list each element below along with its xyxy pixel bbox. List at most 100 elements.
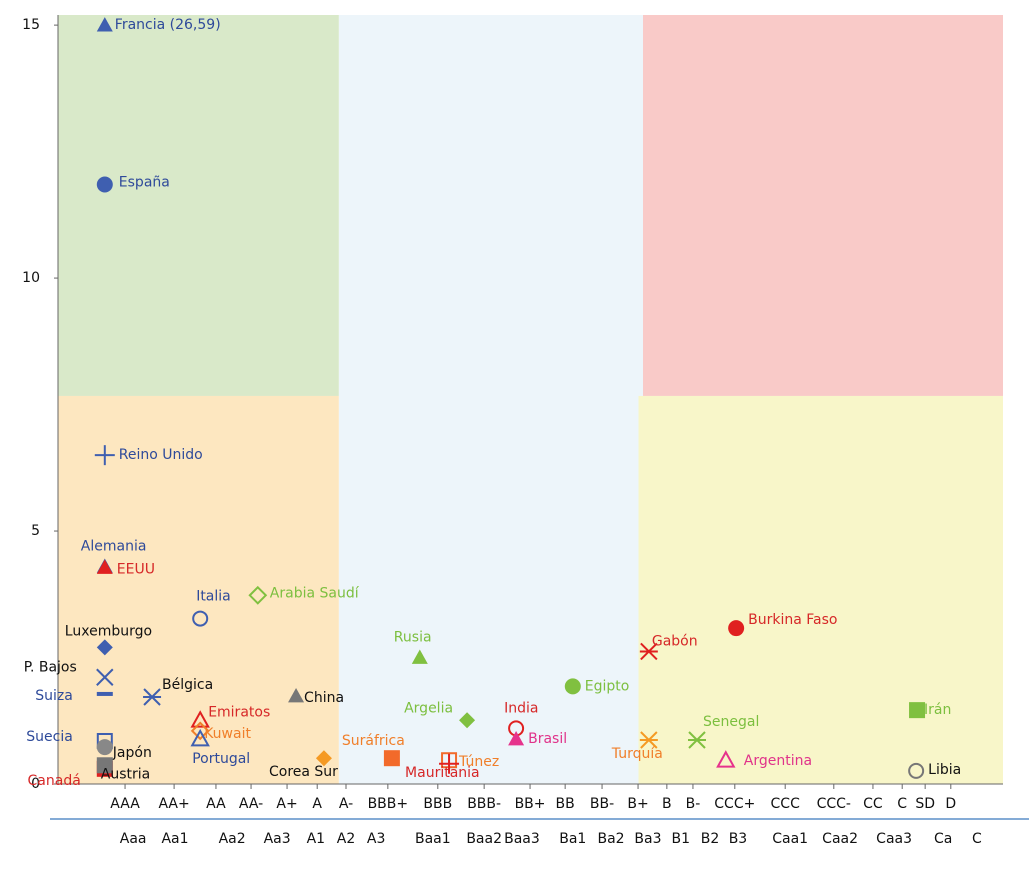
x-tick-label: BB+ [515, 796, 546, 812]
x-tick-label: CC [863, 796, 883, 812]
x2-tick-label: B2 [701, 831, 720, 847]
marker-shape [288, 687, 305, 703]
marker-shape [96, 17, 113, 32]
x-tick-label: B- [686, 796, 701, 812]
region [643, 15, 1003, 396]
point-label: Arabia Saudí [270, 585, 360, 601]
marker [728, 620, 745, 637]
x-tick-label: A- [339, 796, 353, 812]
region [638, 395, 1003, 784]
point-label: Suráfrica [342, 733, 405, 749]
y-tick-label: 5 [31, 523, 40, 539]
x2-tick-label: Caa1 [772, 831, 808, 847]
point-label: España [119, 174, 170, 190]
marker [908, 762, 925, 779]
marker-shape [248, 585, 268, 605]
x2-tick-label: A2 [337, 831, 355, 847]
marker [190, 728, 210, 747]
marker [96, 739, 113, 756]
point-label: Irán [924, 702, 951, 718]
x2-tick-label: Aa1 [161, 831, 188, 847]
marker [192, 610, 209, 627]
x2-tick-label: Ba2 [598, 831, 625, 847]
point-label: Rusia [394, 630, 432, 646]
x2-tick-label: Caa2 [822, 831, 858, 847]
marker [94, 445, 115, 466]
x-tick-label: BB [556, 796, 575, 812]
point-label: Mauritania [405, 765, 480, 781]
x2-tick-label: Caa3 [876, 831, 912, 847]
marker [96, 559, 113, 574]
marker [143, 688, 162, 706]
marker [96, 639, 113, 656]
marker [439, 753, 460, 774]
marker-shape [315, 750, 332, 767]
x-tick-label: D [945, 796, 956, 812]
x2-tick-label: Aa2 [219, 831, 246, 847]
x-tick-label: BBB- [467, 796, 501, 812]
point-label: P. Bajos [24, 659, 77, 675]
x2-tick-label: Baa3 [504, 831, 540, 847]
point-label: Portugal [192, 751, 250, 767]
marker [508, 730, 525, 746]
point-label: Italia [196, 589, 231, 605]
x-tick-label: SD [915, 796, 935, 812]
marker-shape [96, 176, 113, 193]
marker [248, 585, 268, 605]
x2-tick-label: Ba1 [559, 831, 586, 847]
marker-shape [508, 730, 525, 746]
x-tick-label: CCC- [817, 796, 851, 812]
marker [564, 678, 581, 695]
marker-shape [96, 559, 113, 574]
y-tick-label: 10 [22, 270, 40, 286]
point-label: Reino Unido [119, 447, 203, 463]
x2-tick-label: Baa2 [466, 831, 502, 847]
x2-tick-label: Ba3 [634, 831, 661, 847]
marker-stroke [96, 668, 114, 686]
marker-shape [190, 728, 210, 747]
point-label: Austria [101, 766, 150, 782]
x-tick-label: BBB+ [368, 796, 409, 812]
marker-shape [190, 710, 210, 728]
point-label: Argentina [744, 753, 812, 769]
marker-shape [96, 757, 113, 774]
x2-tick-label: Aa3 [264, 831, 291, 847]
x-tick-label: AAA [110, 796, 140, 812]
region [338, 15, 643, 784]
marker [411, 649, 428, 664]
marker [96, 691, 113, 696]
point-label: Canadá [28, 773, 81, 789]
point-label: Luxemburgo [65, 623, 152, 639]
point-label: Emiratos [208, 704, 270, 720]
x-tick-label: B+ [627, 796, 648, 812]
marker-shape [716, 750, 736, 768]
point-label: Turquía [611, 746, 663, 762]
point-label: Libia [928, 762, 961, 778]
point-label: EEUU [117, 561, 155, 577]
marker-shape [96, 739, 113, 756]
marker [315, 750, 332, 767]
marker-shape [383, 750, 400, 767]
x2-tick-label: Aaa [120, 831, 147, 847]
x-tick-label: CCC+ [714, 796, 755, 812]
marker-shape [190, 721, 210, 741]
point-label: Argelia [404, 700, 453, 716]
point-label: Corea Sur [269, 764, 338, 780]
x-tick-label: AA [206, 796, 226, 812]
marker [96, 668, 114, 686]
point-label: Alemania [81, 538, 147, 554]
point-label: Túnez [458, 754, 499, 770]
marker [190, 710, 210, 728]
x-tick-label: AA+ [158, 796, 189, 812]
x2-tick-label: A3 [367, 831, 385, 847]
point-label: Japón [112, 745, 152, 761]
x2-tick-label: A1 [307, 831, 325, 847]
marker-shape [411, 649, 428, 664]
x2-tick-label: Baa1 [415, 831, 451, 847]
point-label: Kuwait [204, 726, 251, 742]
point-label: Suecia [26, 729, 73, 745]
marker [96, 757, 113, 774]
x-tick-label: A+ [276, 796, 297, 812]
marker-shape [459, 712, 476, 729]
